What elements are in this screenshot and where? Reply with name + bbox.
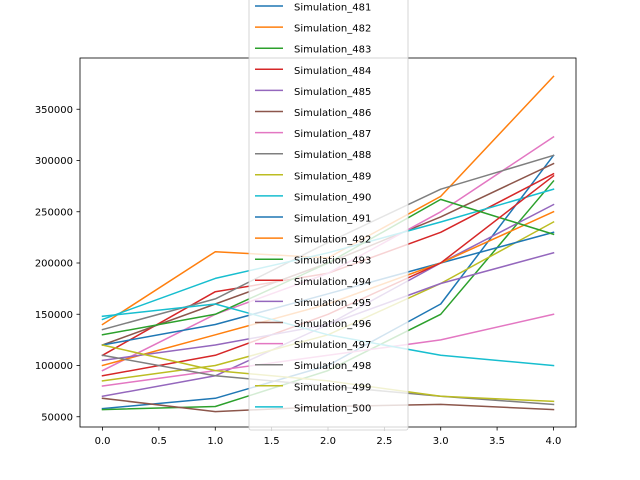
y-tick-label: 50000 xyxy=(41,412,73,423)
legend-label-17: Simulation_497 xyxy=(294,340,371,351)
legend-label-6: Simulation_486 xyxy=(294,108,371,119)
x-tick-label: 0.0 xyxy=(95,436,111,447)
x-tick-label: 1.0 xyxy=(207,436,223,447)
y-tick-label: 350000 xyxy=(35,105,73,116)
legend-label-19: Simulation_499 xyxy=(294,382,371,393)
legend-label-13: Simulation_493 xyxy=(294,256,371,267)
legend-label-9: Simulation_489 xyxy=(294,171,371,182)
legend-label-16: Simulation_496 xyxy=(294,319,371,330)
legend-label-4: Simulation_484 xyxy=(294,66,371,77)
y-tick-label: 300000 xyxy=(35,156,73,167)
legend-label-3: Simulation_483 xyxy=(294,45,371,56)
legend-label-11: Simulation_491 xyxy=(294,214,371,225)
x-axis: 0.0 0.5 1.0 1.5 2.0 2.5 3.0 3.5 4.0 xyxy=(95,427,562,447)
y-tick-label: 250000 xyxy=(35,207,73,218)
x-tick-label: 0.5 xyxy=(151,436,167,447)
y-tick-label: 100000 xyxy=(35,361,73,372)
legend: Simulation_481 Simulation_482 Simulation_4… xyxy=(248,0,409,431)
legend-label-8: Simulation_488 xyxy=(294,150,371,161)
legend-label-20: Simulation_500 xyxy=(294,403,371,414)
y-tick-label: 200000 xyxy=(35,259,73,270)
x-tick-label: 2.0 xyxy=(320,436,336,447)
legend-label-2: Simulation_482 xyxy=(294,24,371,35)
legend-label-12: Simulation_492 xyxy=(294,235,371,246)
legend-box xyxy=(248,0,409,431)
legend-label-7: Simulation_487 xyxy=(294,129,371,140)
x-tick-label: 3.5 xyxy=(489,436,505,447)
x-tick-label: 1.5 xyxy=(264,436,280,447)
x-tick-label: 2.5 xyxy=(376,436,392,447)
y-tick-label: 150000 xyxy=(35,310,73,321)
y-axis: 50000 100000 150000 200000 250000 300000 35000… xyxy=(35,105,80,423)
legend-label-18: Simulation_498 xyxy=(294,361,371,372)
legend-label-14: Simulation_494 xyxy=(294,277,371,288)
x-tick-label: 3.0 xyxy=(433,436,449,447)
legend-label-5: Simulation_485 xyxy=(294,87,371,98)
legend-label-15: Simulation_495 xyxy=(294,298,371,309)
x-tick-label: 4.0 xyxy=(546,436,562,447)
legend-label-10: Simulation_490 xyxy=(294,192,371,203)
legend-label-1: Simulation_481 xyxy=(294,3,371,14)
